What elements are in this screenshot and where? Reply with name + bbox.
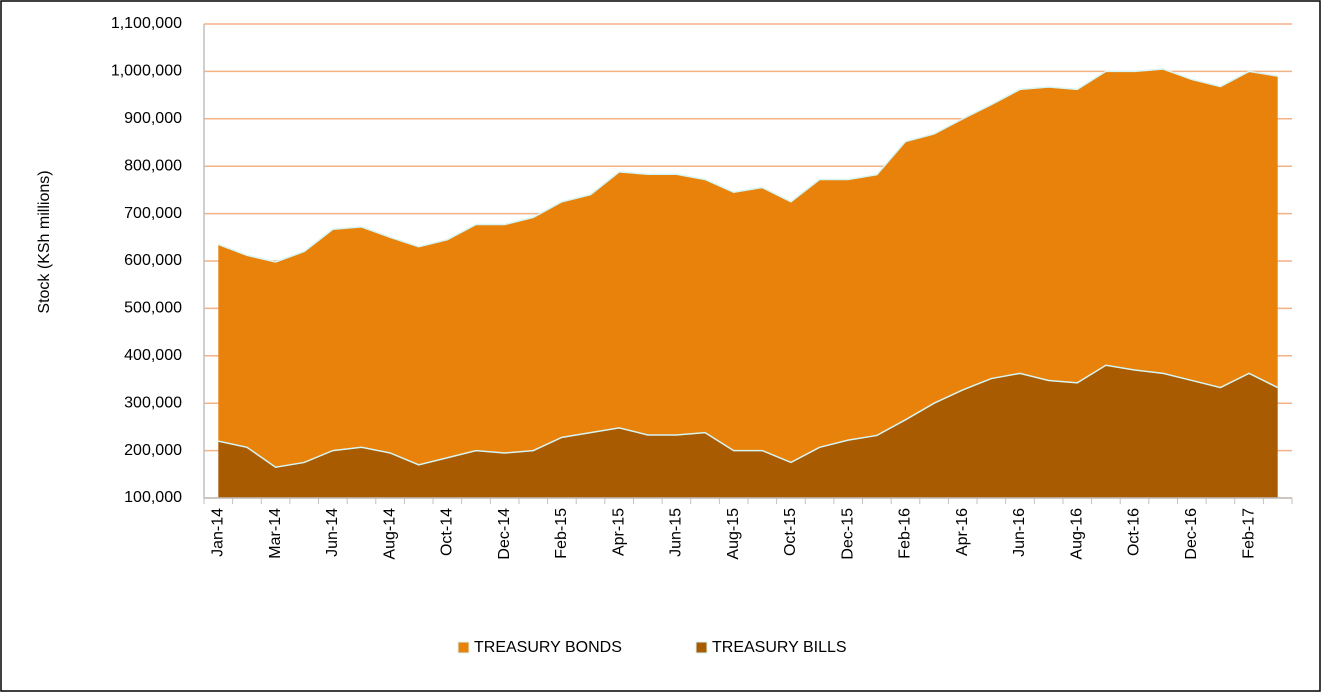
x-tick-label: Apr-16 xyxy=(954,508,971,556)
area xyxy=(218,69,1278,468)
y-tick-label: 300,000 xyxy=(124,394,182,411)
x-tick-label: Dec-16 xyxy=(1183,508,1200,560)
x-tick-label: Feb-15 xyxy=(553,508,570,559)
area-edge xyxy=(218,68,1278,263)
x-tick-label: Aug-16 xyxy=(1068,508,1085,560)
legend-swatch xyxy=(457,641,470,654)
x-tick-label: Oct-14 xyxy=(439,508,456,556)
x-tick-label: Jun-16 xyxy=(1011,508,1028,557)
x-tick-label: Apr-15 xyxy=(610,508,627,556)
y-axis-label: Stock (KSh millions) xyxy=(36,170,53,313)
x-tick-label: Jan-14 xyxy=(210,508,227,557)
x-tick-label: Mar-14 xyxy=(267,508,284,559)
y-tick-label: 900,000 xyxy=(124,110,182,127)
y-tick-label: 600,000 xyxy=(124,252,182,269)
x-tick-label: Jun-14 xyxy=(324,508,341,557)
y-tick-label: 500,000 xyxy=(124,300,182,317)
y-tick-label: 1,000,000 xyxy=(111,63,182,80)
area-edge xyxy=(218,364,1279,468)
x-tick-label: Dec-15 xyxy=(839,508,856,560)
y-tick-label: 800,000 xyxy=(124,157,182,174)
legend-swatch xyxy=(695,641,708,654)
area xyxy=(218,365,1278,498)
x-tick-label: Dec-14 xyxy=(496,508,513,560)
x-tick-label: Oct-15 xyxy=(782,508,799,556)
y-tick-label: 100,000 xyxy=(124,489,182,506)
y-tick-label: 700,000 xyxy=(124,205,182,222)
y-tick-label: 400,000 xyxy=(124,347,182,364)
x-tick-label: Aug-14 xyxy=(381,508,398,560)
x-tick-label: Jun-15 xyxy=(668,508,685,557)
y-tick-label: 1,100,000 xyxy=(111,15,182,32)
x-tick-label: Feb-16 xyxy=(897,508,914,559)
x-tick-label: Oct-16 xyxy=(1126,508,1143,556)
x-tick-label: Aug-15 xyxy=(725,508,742,560)
y-tick-label: 200,000 xyxy=(124,442,182,459)
x-tick-label: Feb-17 xyxy=(1240,508,1257,559)
legend-label: TREASURY BILLS xyxy=(712,639,847,656)
legend-label: TREASURY BONDS xyxy=(474,639,622,656)
